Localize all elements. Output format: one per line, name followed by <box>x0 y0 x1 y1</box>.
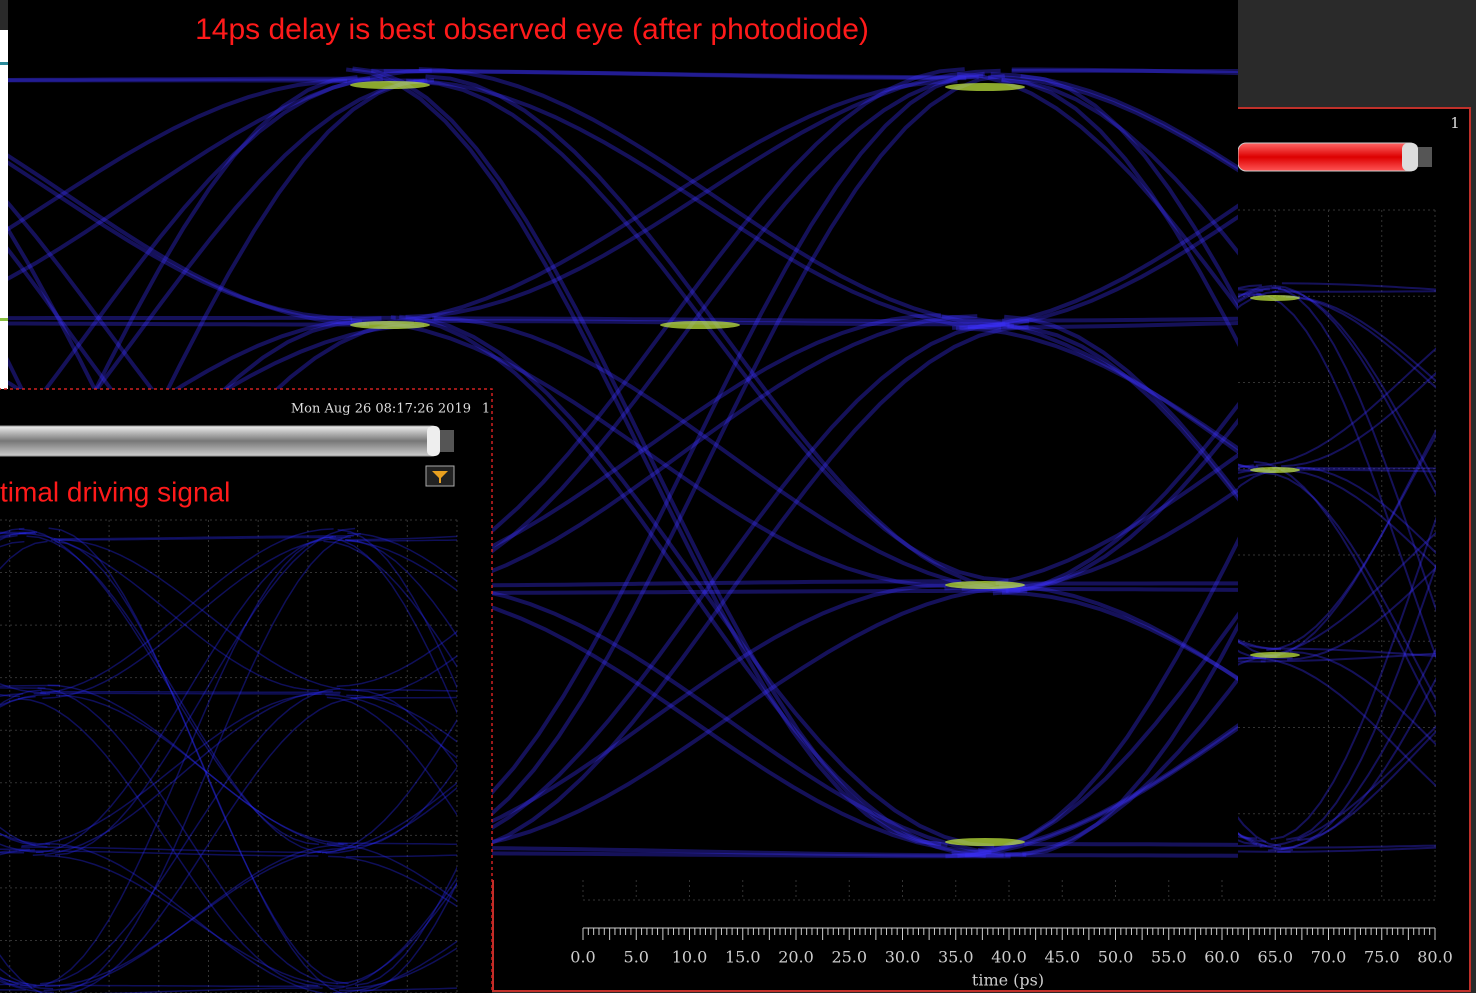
tick-label: 35.0 <box>938 948 974 967</box>
hot-spot <box>945 838 1025 846</box>
tick-label: 5.0 <box>624 948 649 967</box>
timestamp: Mon Aug 26 08:17:26 2019 <box>291 402 471 417</box>
axis-label: time (ps) <box>972 971 1044 990</box>
tick-label: 25.0 <box>831 948 867 967</box>
tick-label: 75.0 <box>1364 948 1400 967</box>
tick-label: 20.0 <box>778 948 814 967</box>
hot-spot <box>1250 467 1300 473</box>
hot-spot <box>350 321 430 329</box>
hot-spot <box>1250 295 1300 301</box>
slider-button[interactable] <box>1418 147 1432 167</box>
tick-label: 30.0 <box>885 948 921 967</box>
hot-spot <box>945 83 1025 91</box>
tick-label: 15.0 <box>725 948 761 967</box>
tick-label: 55.0 <box>1151 948 1187 967</box>
annotation: timal driving signal <box>0 476 230 507</box>
annotation: 14ps delay is best observed eye (after p… <box>195 13 869 46</box>
slider-button[interactable] <box>440 430 454 452</box>
tick-label: 0.0 <box>570 948 595 967</box>
slider-handle[interactable] <box>427 426 440 456</box>
eye-trace <box>0 848 30 849</box>
tick-label: 65.0 <box>1257 948 1293 967</box>
eye-trace <box>0 79 370 81</box>
slider[interactable] <box>0 426 440 456</box>
tick-label: 60.0 <box>1204 948 1240 967</box>
tick-label: 70.0 <box>1311 948 1347 967</box>
channel-label: 1 <box>482 402 490 417</box>
slider-handle[interactable] <box>1402 143 1418 171</box>
eye-trace <box>414 591 1009 593</box>
tick-label: 40.0 <box>991 948 1027 967</box>
slider[interactable] <box>1238 143 1418 171</box>
tick-label: 50.0 <box>1098 948 1134 967</box>
hot-spot <box>660 321 740 329</box>
tick-label: 80.0 <box>1417 948 1453 967</box>
page: {"main_image":{"annotation":"14ps delay … <box>0 0 1476 993</box>
hot-spot <box>350 81 430 89</box>
hot-spot <box>1250 652 1300 658</box>
tick-label: 10.0 <box>672 948 708 967</box>
hot-spot <box>945 581 1025 589</box>
eye-trace <box>0 323 369 325</box>
eye-trace <box>40 693 340 694</box>
tick-label: 45.0 <box>1044 948 1080 967</box>
screen: 1 0.0 5.0 10.0 15.0 20.0 25.0 30.0 35.0 40.0 45.0… <box>0 0 1476 993</box>
channel-label: 1 <box>1450 114 1460 132</box>
